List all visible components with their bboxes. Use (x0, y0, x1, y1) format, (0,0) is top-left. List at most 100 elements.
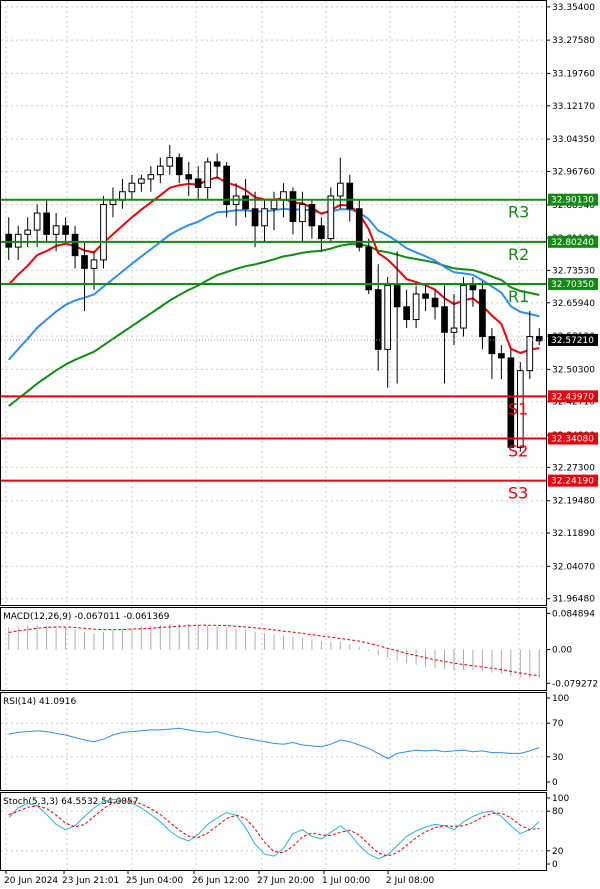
level-price-value: 32.24190 (551, 477, 594, 487)
candle (422, 285, 429, 312)
macd-y-tick-label: 0.084894 (552, 609, 595, 619)
candle-body (526, 336, 534, 372)
level-price-value: 32.80240 (551, 238, 594, 248)
y-tick-label: 33.35400 (552, 3, 595, 13)
y-tick-label: 32.73530 (552, 266, 595, 276)
candle (346, 174, 354, 222)
panel-frame-2 (0, 692, 547, 791)
y-tick-label: 33.04350 (552, 135, 595, 145)
candle (175, 153, 183, 184)
candle (166, 144, 174, 175)
candle (33, 204, 41, 248)
candle-body (374, 289, 382, 350)
x-tick-label: 27 Jun 20:00 (257, 876, 314, 886)
y-tick-label: 32.04070 (552, 562, 595, 572)
candle (526, 311, 534, 380)
rsi-title: RSI(14) 41.0916 (3, 697, 76, 707)
candle (479, 281, 486, 350)
level-price-value: 32.43970 (551, 392, 594, 402)
candle (535, 328, 543, 346)
candle (374, 264, 382, 371)
y-tick-label: 33.12170 (552, 102, 595, 112)
candle (43, 200, 50, 243)
candle-body (450, 327, 458, 333)
candle-body (52, 225, 60, 235)
y-tick-label: 33.27580 (552, 36, 595, 46)
current-price-value: 32.57210 (551, 336, 594, 346)
candle-body (498, 353, 505, 359)
level-label-s2: S2 (508, 441, 528, 460)
candle-body (62, 225, 69, 235)
x-tick-label: 2 Jul 08:00 (386, 876, 435, 886)
candle (128, 174, 136, 201)
candle (194, 166, 202, 201)
stoch-d-line (8, 800, 540, 857)
candle (289, 187, 297, 235)
candle-body (336, 182, 344, 197)
candle (251, 191, 259, 248)
candle-body (213, 161, 221, 167)
y-tick-label: 32.96760 (552, 167, 595, 177)
macd-title: MACD(12,26,9) -0.067011 -0.061369 (3, 612, 170, 622)
stoch-y-tick-label: 20 (552, 847, 564, 857)
candle (327, 187, 335, 243)
candle (261, 200, 268, 243)
candle (100, 195, 107, 269)
candle-body (90, 259, 98, 269)
candle (450, 293, 458, 346)
candle-body (422, 293, 429, 299)
candle-body (223, 165, 230, 206)
candle (213, 153, 221, 179)
x-tick-label: 25 Jun 04:00 (126, 876, 183, 886)
candle (62, 217, 69, 243)
candle (71, 225, 79, 269)
candle-body (355, 208, 363, 248)
candle-body (128, 182, 136, 193)
level-price-tag (548, 432, 598, 445)
x-tick-label: 20 Jun 2024 (4, 876, 58, 886)
candle (384, 276, 392, 388)
candle (488, 328, 496, 380)
macd-y-tick-label: -0.079272 (552, 679, 598, 689)
level-label-s1: S1 (508, 399, 528, 418)
candle (52, 213, 60, 252)
candle-body (403, 306, 410, 321)
candle-body (318, 225, 325, 240)
candle (185, 161, 193, 196)
level-price-value: 32.34080 (551, 434, 594, 444)
candle (507, 349, 515, 448)
ma-green-line (8, 243, 540, 407)
candle-body (43, 212, 50, 235)
candle (81, 242, 88, 312)
x-tick-label: 23 Jun 21:01 (62, 876, 119, 886)
candle (460, 276, 467, 337)
candle-body (308, 204, 316, 227)
candle-body (100, 204, 107, 261)
candle-body (5, 233, 13, 248)
level-price-tag (548, 474, 598, 487)
candle-body (431, 297, 439, 308)
candle-body (365, 246, 373, 291)
candle (393, 251, 401, 384)
stoch-k-line (8, 798, 540, 860)
candle-body (147, 174, 155, 180)
y-tick-label: 32.27300 (552, 463, 595, 473)
candle (138, 174, 145, 192)
candle-body (185, 174, 193, 180)
candle-body (242, 195, 249, 210)
candle (14, 225, 22, 260)
level-price-tag (548, 193, 598, 206)
x-tick-label: 26 Jun 12:00 (192, 876, 249, 886)
candle (147, 166, 155, 192)
candle (441, 285, 448, 384)
candle (318, 217, 325, 252)
level-label-s3: S3 (508, 484, 528, 503)
candle (412, 285, 420, 329)
candle (516, 362, 524, 452)
candle-body (33, 212, 41, 231)
rsi-line (8, 727, 540, 760)
candle-body (175, 157, 183, 176)
stoch-y-tick-label: 100 (552, 794, 569, 804)
candle (498, 345, 505, 380)
candle-body (14, 233, 22, 248)
